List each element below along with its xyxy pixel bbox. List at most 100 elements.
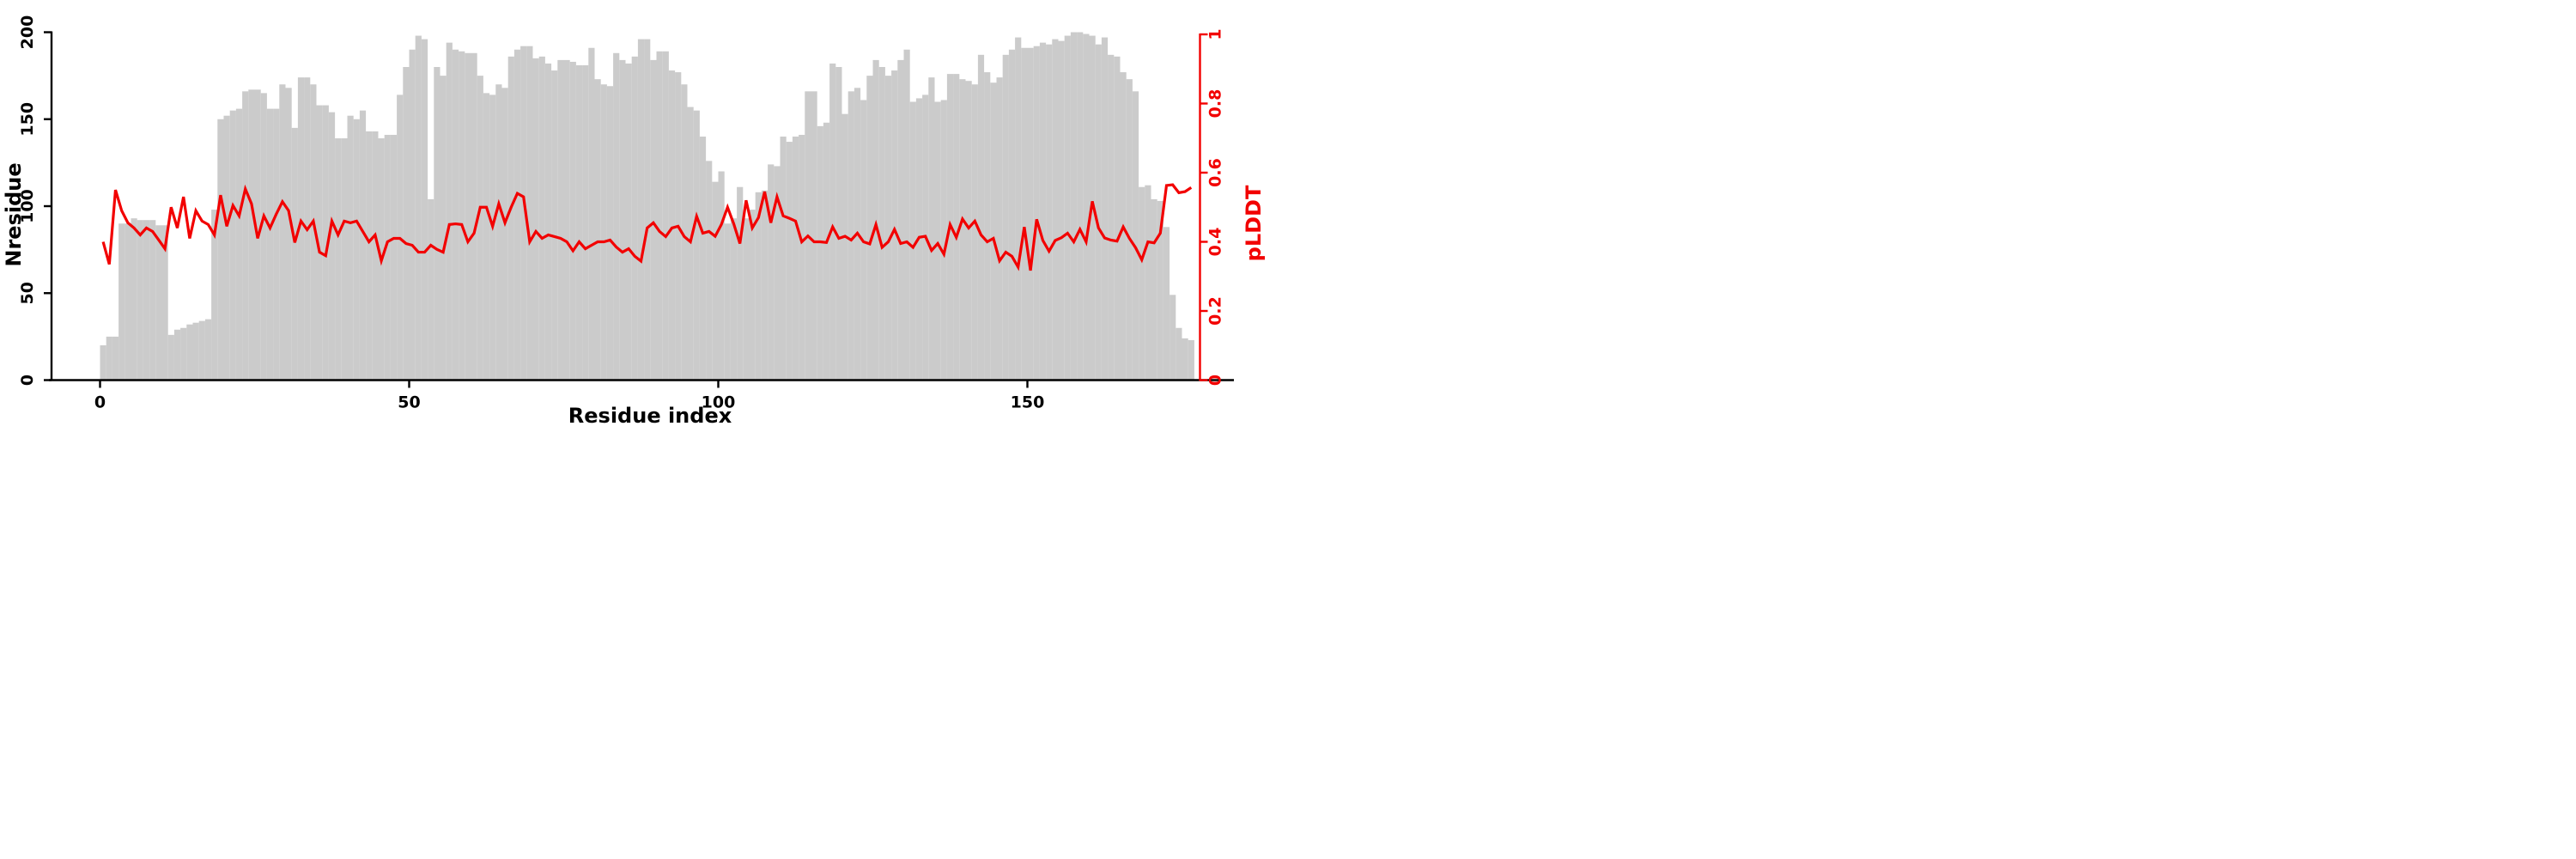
x-axis-ticks: 0 50 100 150 [94,380,1045,412]
bar-residue [619,59,626,381]
bar-residue [235,108,243,381]
bar-residue [817,125,823,381]
bar-residue [712,181,719,381]
bar-residue [131,218,137,381]
bar-residue [1095,44,1102,381]
bar-residue [149,220,156,381]
bar-residue [878,67,885,381]
bar-residue [266,108,274,381]
bar-residue [421,39,428,381]
bar-residue [724,223,731,381]
bar-residue [891,70,898,381]
bar-residue [755,192,762,381]
bar-residue [563,59,570,381]
bar-residue [322,105,329,381]
bar-residue [730,218,738,381]
bar-residue [650,59,657,381]
bar-residue [173,329,181,381]
bar-residue [260,93,267,381]
bar-residue [341,138,348,381]
bar-residue [372,131,379,381]
axis-tick-label: 0.6 [1206,158,1225,187]
bar-residue [1132,91,1139,381]
bar-residue [1163,227,1170,381]
bar-residue [706,161,713,381]
bar-residue [1015,37,1022,381]
bar-residue [1039,42,1047,381]
bar-residue [118,223,125,381]
bar-residue [780,137,787,381]
bar-residue [328,112,336,381]
bar-residue [786,142,793,381]
bar-residue [644,39,651,381]
bar-residue [1170,295,1176,381]
bar-residue [106,336,112,381]
bar-residue [768,164,775,381]
bar-residue [761,190,769,381]
bar-residue [984,72,991,381]
bar-residue [204,319,212,381]
bar-residue [953,74,960,381]
bar-residue [1114,56,1121,381]
bar-residue [532,58,539,381]
axis-tick-label: 1 [1206,28,1225,40]
bar-residue [1008,49,1016,381]
bar-residue [1058,40,1065,381]
bar-residue [1027,47,1034,381]
bar-residue [428,198,434,381]
bar-residue [1077,32,1084,381]
bar-residue [681,84,688,381]
bar-residue [538,56,545,381]
bar-residue [366,131,373,381]
bar-residue [631,56,638,381]
bar-residue [279,84,286,381]
bar-residue [928,77,935,381]
bar-residue [668,70,676,381]
bar-residue [186,324,193,381]
y-right-axis-title: pLDDT [1242,185,1266,261]
bar-residue [217,119,224,381]
axis-tick-label: 150 [1011,393,1045,412]
bar-residue [310,84,317,381]
axis-tick-label: 0.4 [1206,228,1225,257]
bar-residue [273,108,280,381]
bar-residue [551,70,558,381]
bar-residue [1157,200,1163,381]
bar-residue [384,134,391,381]
bar-residue [965,81,972,381]
plddt-nresidue-chart: 0 50 100 150 0 50 100 150 200 0 0.2 0.4 0.6 0.8 1 Nr… [0,0,1288,430]
bar-residue [606,86,614,381]
bar-residue [934,101,941,381]
axis-tick-label: 0 [18,375,37,386]
axis-tick-label: 0 [1206,375,1225,386]
bar-residue [829,63,836,381]
bar-residue [613,52,620,381]
bar-residue [848,91,854,381]
axis-tick-label: 200 [18,15,37,50]
bar-residue [161,225,168,381]
bar-residue [1033,46,1040,381]
bar-residue [248,89,255,381]
bar-residue [743,218,750,381]
bar-residue [242,91,249,381]
bar-residue [544,63,552,381]
bar-residue [1021,47,1028,381]
bar-residue [588,47,595,381]
bar-residue [866,76,873,381]
bar-residue [211,210,218,381]
bar-residue [526,46,533,381]
bar-residue [180,327,187,381]
bar-residue [582,64,589,381]
bar-residue [977,54,985,381]
chart-canvas: 0 50 100 150 0 50 100 150 200 0 0.2 0.4 0.6 0.8 1 Nr… [2,15,1266,428]
bar-residue [155,225,162,381]
plddt-line [101,183,1193,271]
bar-residue [1046,44,1053,381]
y-right-axis-ticks: 0 0.2 0.4 0.6 0.8 1 [1200,28,1225,386]
bar-residue [1002,54,1009,381]
bar-residue [1176,327,1182,381]
bar-residue [513,49,521,381]
bar-residue [409,49,416,381]
bar-residue [600,84,607,381]
bar-residue [167,334,174,381]
